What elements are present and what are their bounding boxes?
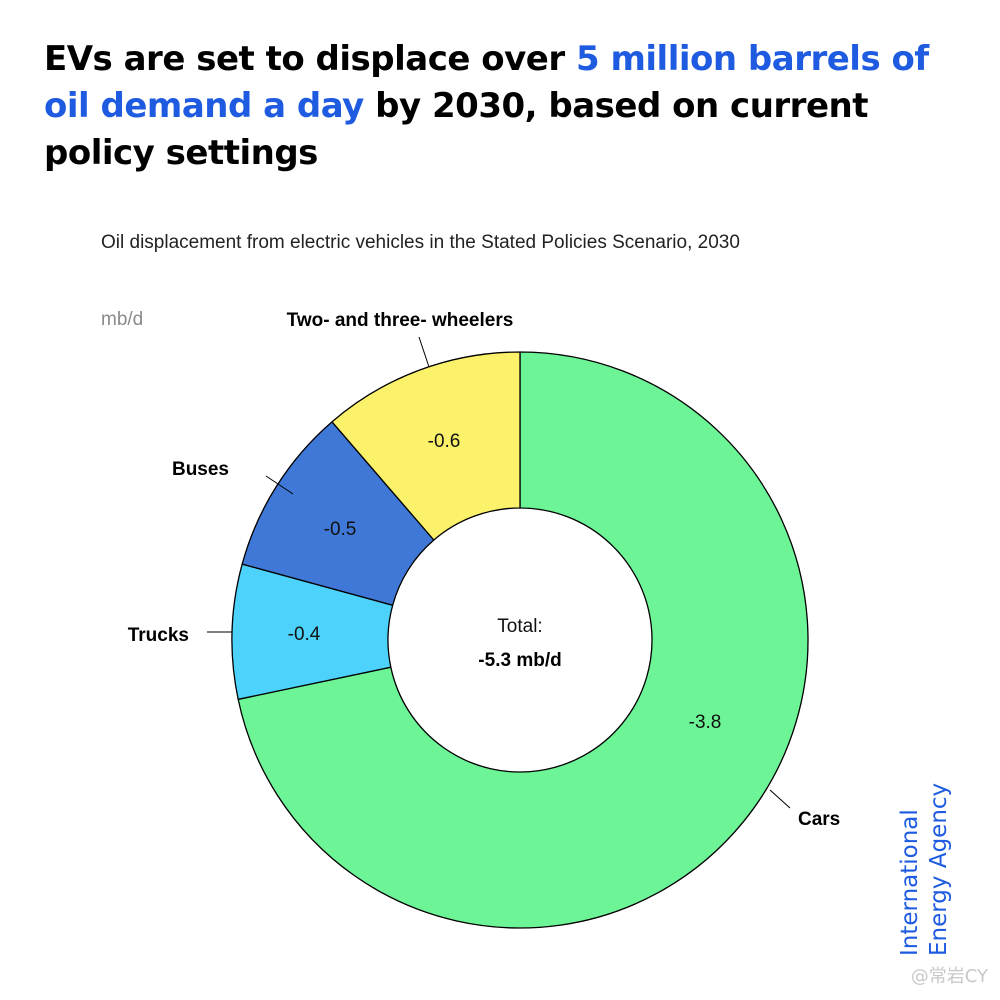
chart-subtitle: Oil displacement from electric vehicles … [101,232,740,253]
unit-label: mb/d [101,309,144,330]
category-label: Buses [172,459,229,480]
category-label: Trucks [128,625,189,646]
iea-logo: International Energy Agency [896,783,954,956]
headline-part1: EVs are set to displace over [44,39,576,79]
brand-line-1: International [897,809,923,956]
brand-line-2: Energy Agency [926,782,952,956]
value-label: -0.4 [288,624,321,645]
headline-part2: by 2030, based on current policy setting… [44,86,868,173]
center-total-value: -5.3 mb/d [478,650,561,671]
donut-slices [231,351,809,929]
leader-lines [207,336,791,809]
leader-line [769,789,791,809]
slice-labels: Cars -3.8 Trucks -0.4 Buses -0.5 Two- and thre… [128,310,841,830]
value-label: -3.8 [689,712,722,733]
value-label: -0.5 [324,519,357,540]
value-label: -0.6 [428,431,461,452]
leader-line [418,336,430,368]
slice-cars [237,351,809,929]
headline: EVs are set to displace over 5 million b… [44,36,944,177]
category-label: Two- and three- wheelers [287,310,514,331]
slice-two-and-three-wheelers [331,351,521,541]
watermark: @常岩CY [910,966,988,987]
headline-highlight: 5 million barrels of oil demand a day [44,39,929,126]
center-total-label: Total: [497,616,542,637]
category-label: Cars [798,809,840,830]
leader-line [265,475,294,495]
